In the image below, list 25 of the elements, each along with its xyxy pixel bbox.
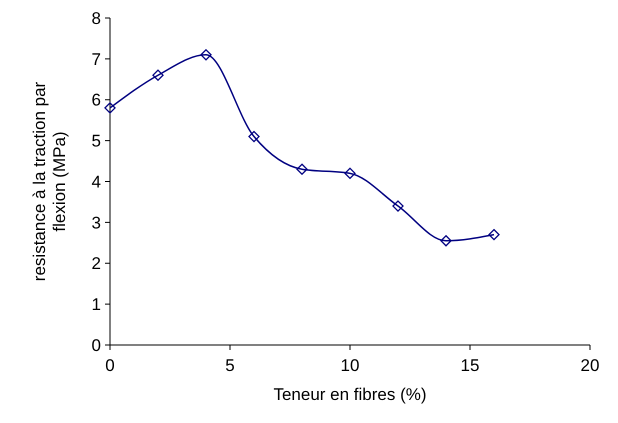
y-tick-label: 3 xyxy=(92,213,101,232)
point xyxy=(488,228,500,240)
x-tick-label: 0 xyxy=(105,356,115,375)
y-tick-label: 5 xyxy=(92,132,101,151)
point xyxy=(440,235,452,246)
y-axis-title: resistance à la traction par flexion (MPa) xyxy=(30,81,70,282)
x-tick-label: 10 xyxy=(340,356,360,375)
y-tick-label: 8 xyxy=(92,8,101,28)
x-tick-label: 5 xyxy=(225,356,235,375)
point xyxy=(104,102,116,114)
x-tick-label: 20 xyxy=(580,356,600,375)
y-tick-label: 7 xyxy=(92,50,101,69)
point xyxy=(200,49,212,60)
point xyxy=(392,200,404,212)
y-tick-label: 6 xyxy=(92,90,101,110)
y-tick-label: 0 xyxy=(92,336,101,355)
y-tick-label: 2 xyxy=(92,254,101,274)
x-axis-title: Teneur en fibres (%) xyxy=(273,385,427,404)
point xyxy=(296,164,308,175)
y-tick-label: 1 xyxy=(92,295,101,314)
point xyxy=(344,168,356,179)
x-tick-label: 15 xyxy=(460,356,480,375)
y-tick-label: 4 xyxy=(92,172,101,192)
point xyxy=(248,130,260,142)
point xyxy=(152,70,164,81)
